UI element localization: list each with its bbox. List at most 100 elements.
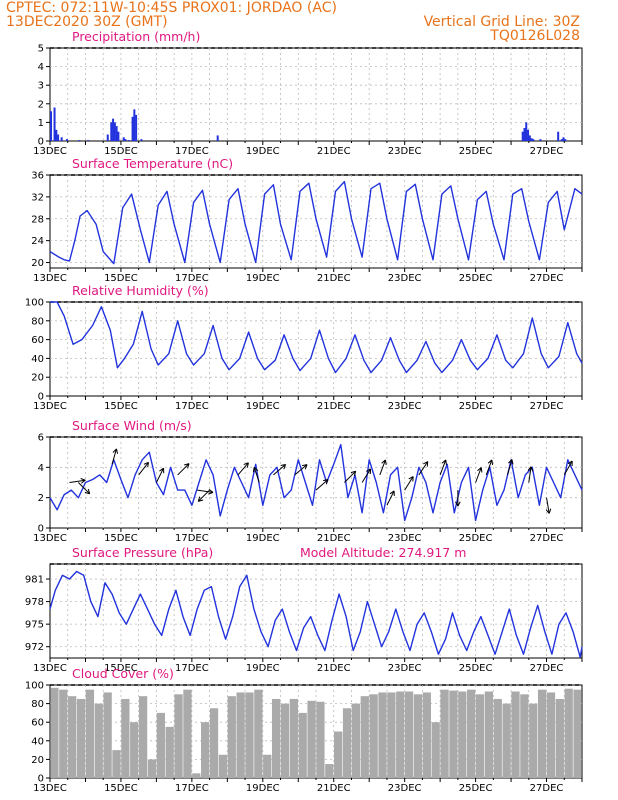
x-tick-label: 19DEC: [246, 401, 280, 412]
series-line: [50, 301, 583, 374]
precip-bar: [106, 134, 109, 141]
x-tick-label: 23DEC: [388, 401, 422, 412]
wind-arrow: [138, 461, 149, 476]
cloud-bar: [298, 712, 307, 778]
y-tick-label: 4: [38, 463, 44, 474]
panel-press: 13DEC 15DEC 17DEC 19DEC 21DEC 23DEC 25DEC 27DEC…: [25, 545, 583, 674]
cloud-bar: [130, 722, 139, 778]
precip-bar: [110, 122, 113, 141]
precip-bar: [124, 139, 127, 141]
panel-temp: 13DEC 15DEC 17DEC 19DEC 21DEC 23DEC 25DEC 27DEC…: [31, 156, 583, 284]
wind-arrow: [78, 482, 91, 495]
cloud-bar: [254, 689, 263, 778]
precip-bar: [78, 140, 81, 141]
precip-bar: [216, 135, 219, 141]
precip-bar: [140, 139, 143, 141]
y-tick-label: 975: [25, 620, 44, 631]
precip-bar: [539, 139, 542, 141]
x-tick-label: 21DEC: [317, 273, 351, 284]
y-tick-label: 60: [31, 335, 44, 346]
precip-bar: [135, 114, 138, 141]
cloud-bar: [307, 700, 316, 778]
cloud-bar: [165, 726, 174, 778]
precip-bar: [521, 131, 524, 141]
cloud-bar: [351, 703, 361, 778]
x-tick-label: 19DEC: [246, 146, 280, 157]
x-tick-label: 15DEC: [104, 533, 138, 544]
panel-wind: 13DEC 15DEC 17DEC 19DEC 21DEC 23DEC 25DEC 27DEC…: [33, 418, 583, 544]
x-tick-label: 21DEC: [317, 783, 351, 794]
precip-bar: [560, 139, 563, 141]
x-tick-label: 17DEC: [175, 663, 209, 674]
cloud-bar: [573, 689, 582, 778]
series-line: [49, 570, 583, 658]
y-tick-label: 80: [31, 316, 44, 327]
wind-arrow: [69, 478, 86, 484]
cloud-bar: [413, 694, 423, 778]
cloud-bar: [369, 694, 378, 778]
wind-arrow: [361, 468, 372, 483]
wind-arrow: [386, 490, 395, 506]
header-grid-note: Vertical Grid Line: 30Z: [423, 14, 580, 30]
cloud-bar: [529, 703, 538, 778]
x-tick-label: 25DEC: [459, 146, 493, 157]
y-tick-label: 981: [25, 575, 44, 586]
cloud-bar: [404, 691, 414, 778]
precip-bar: [557, 131, 560, 141]
x-tick-label: 25DEC: [459, 273, 493, 284]
cloud-bar: [564, 688, 573, 778]
cloud-bar: [555, 698, 564, 778]
wind-arrow: [197, 488, 214, 495]
cloud-bar: [493, 698, 502, 778]
x-tick-label: 15DEC: [104, 146, 138, 157]
panel-cloud: 13DEC 15DEC 17DEC 19DEC 21DEC 23DEC 25DEC 27DEC…: [25, 666, 583, 794]
y-tick-label: 40: [31, 736, 44, 747]
cloud-bar: [121, 698, 130, 778]
cloud-bar: [520, 694, 529, 778]
y-tick-label: 36: [31, 171, 44, 182]
model-altitude-label: Model Altitude: 274.917 m: [300, 545, 466, 560]
panel-precip: 13DEC 15DEC 17DEC 19DEC 21DEC 23DEC 25DEC 27DEC…: [33, 29, 583, 157]
wind-arrow: [379, 459, 387, 476]
x-tick-label: 13DEC: [33, 401, 67, 412]
x-tick-label: 17DEC: [175, 273, 209, 284]
wind-arrow: [252, 466, 260, 483]
y-tick-label: 60: [31, 718, 44, 729]
y-tick-label: 5: [38, 44, 44, 55]
panel-title: Relative Humidity (%): [72, 283, 209, 298]
y-tick-label: 24: [31, 236, 44, 247]
x-tick-label: 27DEC: [530, 273, 564, 284]
cloud-bar: [467, 689, 476, 778]
precip-bar: [115, 126, 118, 141]
wind-arrow: [485, 459, 494, 476]
x-tick-label: 13DEC: [33, 146, 67, 157]
x-tick-label: 25DEC: [459, 783, 493, 794]
cloud-bar: [138, 696, 148, 778]
precip-bar: [562, 137, 565, 141]
cloud-bar: [263, 754, 272, 778]
wind-arrow: [197, 489, 210, 502]
precip-bar: [113, 122, 116, 141]
panel-rh: 13DEC 15DEC 17DEC 19DEC 21DEC 23DEC 25DEC 27DEC…: [25, 283, 583, 412]
cloud-bar: [76, 698, 86, 778]
cloud-bar: [422, 692, 431, 778]
x-tick-label: 23DEC: [388, 146, 422, 157]
y-tick-label: 2: [38, 493, 44, 504]
x-tick-label: 21DEC: [317, 533, 351, 544]
x-tick-label: 25DEC: [459, 533, 493, 544]
cloud-bar: [236, 692, 245, 778]
x-tick-label: 19DEC: [246, 533, 280, 544]
cloud-bar: [475, 694, 485, 778]
y-tick-label: 20: [31, 258, 44, 269]
cloud-bar: [147, 759, 157, 778]
wind-arrow: [294, 464, 308, 476]
series-line: [49, 443, 583, 522]
x-tick-label: 19DEC: [246, 783, 280, 794]
cloud-bar: [537, 689, 547, 778]
precip-bar: [523, 127, 526, 141]
y-tick-label: 80: [31, 699, 44, 710]
cloud-bar: [458, 691, 467, 778]
x-tick-label: 27DEC: [530, 663, 564, 674]
cloud-bar: [201, 722, 210, 778]
